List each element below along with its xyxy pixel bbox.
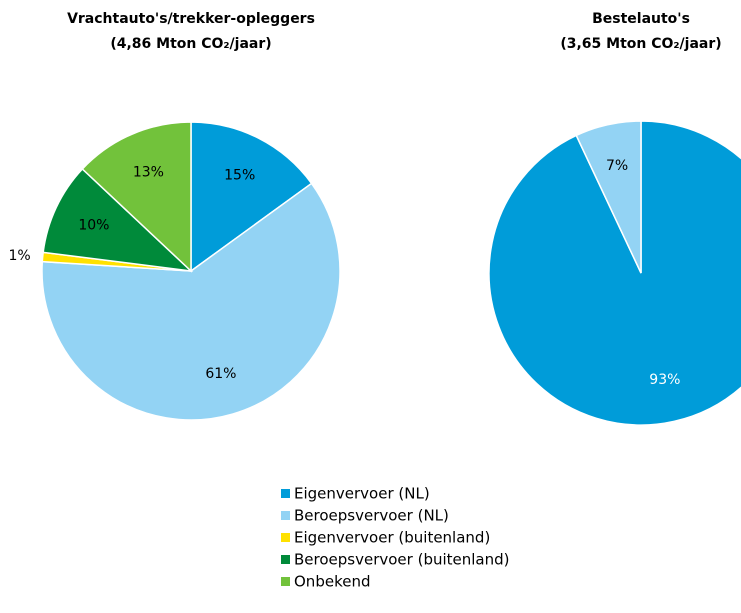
legend-label: Onbekend <box>294 573 370 591</box>
pie-slice <box>190 121 313 273</box>
data-label: 93% <box>649 372 680 388</box>
chart-subtitle: (3,65 Mton CO₂/jaar) <box>560 36 721 52</box>
pie-slice <box>81 121 192 273</box>
legend-swatch <box>281 511 290 520</box>
legend-label: Eigenvervoer (buitenland) <box>294 529 490 547</box>
pie-slice <box>42 167 194 273</box>
pie-slice <box>488 120 741 426</box>
legend-swatch <box>281 489 290 498</box>
legend-label: Beroepsvervoer (buitenland) <box>294 551 510 569</box>
legend-swatch <box>281 577 290 586</box>
pie-slice <box>575 120 642 274</box>
data-label: 13% <box>133 165 164 181</box>
data-label: 10% <box>78 217 109 233</box>
data-label: 1% <box>8 248 30 264</box>
legend-label: Eigenvervoer (NL) <box>294 485 430 503</box>
legend-swatch <box>281 555 290 564</box>
chart-title: Vrachtauto's/trekker-opleggers <box>67 11 315 27</box>
chart-title: Bestelauto's <box>592 11 690 27</box>
chart-subtitle: (4,86 Mton CO₂/jaar) <box>110 36 271 52</box>
data-label: 15% <box>224 167 255 183</box>
legend-label: Beroepsvervoer (NL) <box>294 507 449 525</box>
data-label: 61% <box>205 366 236 382</box>
data-label: 7% <box>606 158 628 174</box>
pie-slice <box>41 182 341 421</box>
legend-swatch <box>281 533 290 542</box>
